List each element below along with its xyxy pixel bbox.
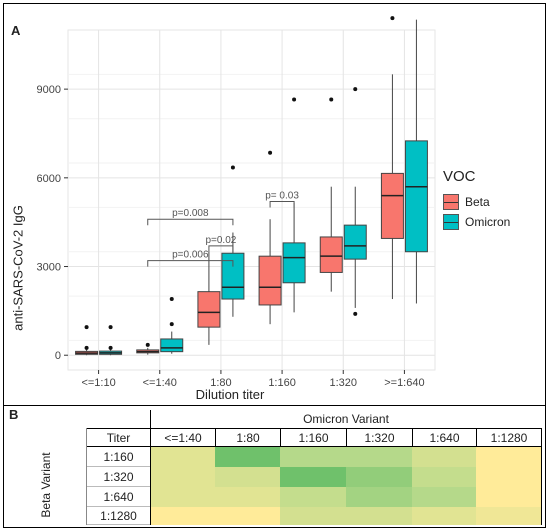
heat-cell [280, 487, 346, 507]
panel-divider [3, 405, 546, 406]
outlier-point [145, 342, 150, 347]
heat-cell [346, 487, 412, 507]
box-beta [197, 291, 221, 328]
heat-cell [150, 487, 215, 507]
row-header: 1:640 [86, 487, 150, 507]
heat-cell [280, 507, 346, 525]
heat-cell [150, 467, 215, 487]
box-omicron [160, 338, 184, 353]
outlier-point [169, 322, 174, 327]
heat-cell [476, 467, 541, 487]
annotation-p-0-006-label: p=0.006 [172, 250, 209, 261]
box-omicron [221, 252, 245, 300]
x-tick-label: <=1:10 [81, 377, 115, 389]
legend-key-beta [443, 194, 459, 210]
legend-label-omicron: Omicron [465, 215, 511, 229]
row-group-label-text: Beta Variant [39, 452, 53, 518]
row-header: 1:320 [86, 467, 150, 487]
figure-frame [3, 3, 546, 528]
outlier-point [230, 165, 235, 170]
box-beta [258, 255, 282, 306]
outlier-point [268, 150, 273, 155]
row-header: 1:160 [86, 447, 150, 467]
boxplot-chart: 0 3000 6000 9000 <=1:10 <=1:40 1:80 1:160 1:320 >… [37, 16, 436, 389]
column-header: <=1:40 [150, 428, 215, 447]
column-header: 1:320 [346, 428, 412, 447]
annotation-p-0-02-bracket [208, 245, 234, 252]
outlier-point [390, 16, 395, 21]
column-header: 1:80 [215, 428, 280, 447]
heat-cell [280, 467, 346, 487]
outlier-point [84, 345, 89, 350]
heat-cell [280, 447, 346, 467]
box-omicron [404, 140, 428, 253]
outlier-point [292, 97, 297, 102]
y-tick-label: 0 [55, 350, 61, 362]
heat-cell [215, 487, 280, 507]
annotation-p-0-008-label: p=0.008 [172, 208, 209, 219]
column-header: 1:160 [280, 428, 346, 447]
box-beta [319, 236, 343, 273]
outlier-point [108, 345, 113, 350]
heat-cell [346, 467, 412, 487]
heat-cell [412, 467, 476, 487]
outlier-point [169, 297, 174, 302]
annotation-p-0-03-bracket [269, 200, 295, 208]
plot-panel [67, 29, 436, 371]
y-tick-label: 9000 [37, 84, 61, 96]
outlier-point [353, 87, 358, 92]
heat-cell [476, 507, 541, 525]
x-tick-label: 1:160 [268, 377, 296, 389]
outlier-point [329, 97, 334, 102]
y-tick-label: 6000 [37, 173, 61, 185]
heat-cell [476, 447, 541, 467]
outlier-point [353, 311, 358, 316]
legend-key-omicron [443, 214, 459, 230]
outlier-point [84, 325, 89, 330]
box-omicron [343, 224, 367, 260]
annotation-p-0-02-label: p=0.02 [205, 235, 236, 246]
box-beta [380, 172, 404, 239]
x-tick-label: 1:80 [210, 377, 231, 389]
legend-title: VOC [443, 168, 476, 185]
box-omicron [282, 242, 306, 284]
panel-b-label: B [9, 407, 19, 422]
heat-cell [215, 507, 280, 525]
heat-cell [412, 507, 476, 525]
heat-cell [412, 447, 476, 467]
annotation-p-0-006-bracket [147, 260, 234, 267]
row-header: 1:1280 [86, 507, 150, 525]
column-header: 1:640 [412, 428, 476, 447]
x-tick-label: 1:320 [329, 377, 357, 389]
heat-cell [476, 487, 541, 507]
legend-label-beta: Beta [465, 195, 490, 209]
annotation-p-0-03-label: p= 0.03 [265, 190, 299, 201]
heat-cell [150, 507, 215, 525]
legend: VOC Beta Omicron [443, 168, 510, 233]
x-tick-label: <=1:40 [143, 377, 177, 389]
panel-a-label: A [11, 23, 21, 38]
table-right-rule [541, 428, 542, 525]
heat-cell [412, 487, 476, 507]
x-tick-label: >=1:640 [384, 377, 424, 389]
heat-cell [346, 447, 412, 467]
outlier-point [108, 325, 113, 330]
table-vertical-rule [150, 410, 151, 525]
corner-header: Titer [86, 428, 150, 447]
heat-cell [215, 467, 280, 487]
y-tick-label: 3000 [37, 262, 61, 274]
row-group-label: Beta Variant [36, 450, 56, 520]
legend-item-beta: Beta [443, 193, 510, 211]
table-left-rule [86, 428, 87, 525]
heat-cell [150, 447, 215, 467]
legend-item-omicron: Omicron [443, 213, 510, 231]
annotation-p-0-008-bracket [147, 218, 234, 226]
column-header: 1:1280 [476, 428, 541, 447]
heat-cell [215, 447, 280, 467]
column-group-header: Omicron Variant [150, 410, 541, 428]
x-axis-label: Dilution titer [195, 387, 265, 402]
heat-cell [346, 507, 412, 525]
